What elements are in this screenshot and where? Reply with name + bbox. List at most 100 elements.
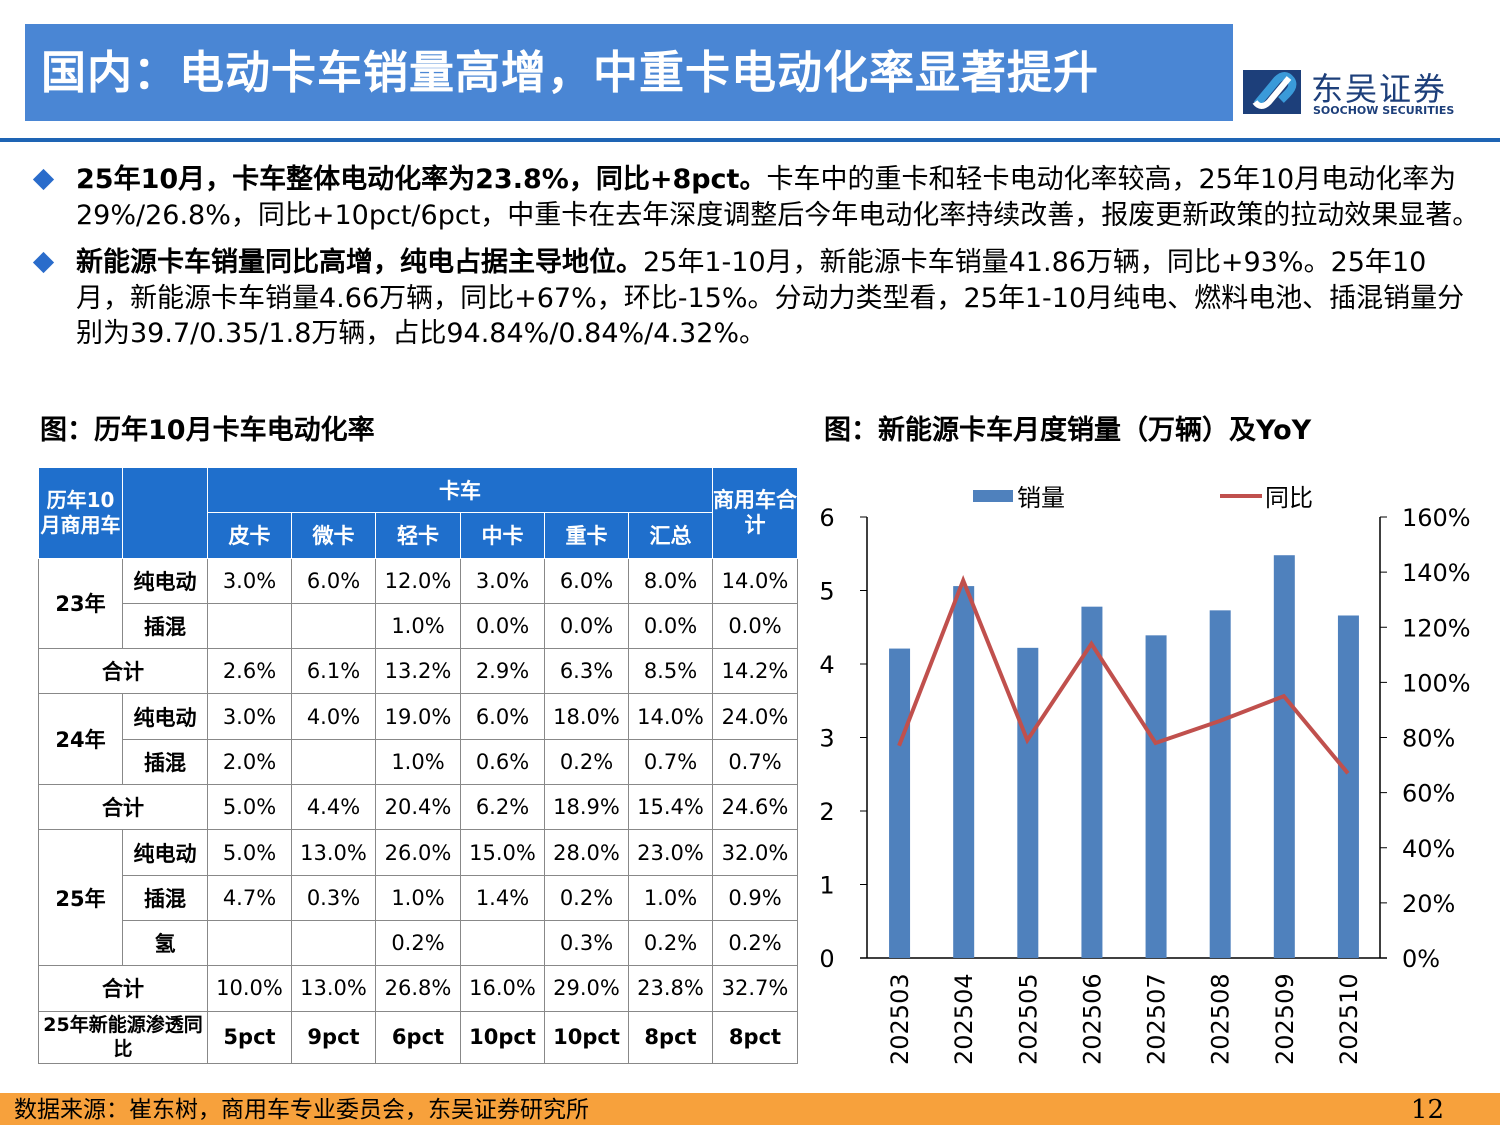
left-tick-label: 1 [819,872,834,900]
table-cell: 1.0% [376,603,461,648]
powertrain-label: 插混 [123,875,208,920]
bar [889,649,910,958]
legend-line-label: 同比 [1265,484,1313,512]
diamond-icon [33,169,54,190]
right-tick-label: 120% [1402,614,1471,642]
left-tick-label: 5 [819,578,834,606]
table-cell: 0.9% [713,875,798,920]
col-header: 中卡 [461,513,545,558]
table-cell: 4.0% [292,694,376,739]
table-cell [208,920,292,965]
table-cell: 15.4% [629,785,713,830]
table-cell: 6.3% [545,649,629,694]
x-tick-label: 202507 [1143,973,1171,1065]
powertrain-label: 纯电动 [123,558,208,603]
table-cell: 14.0% [713,558,798,603]
table-cell: 13.0% [292,830,376,875]
divider [0,138,1500,142]
table-cell: 19.0% [376,694,461,739]
table-cell: 2.0% [208,739,292,784]
table-cell: 5.0% [208,830,292,875]
source-note: 数据来源：崔东树，商用车专业委员会，东吴证券研究所 [14,1097,589,1123]
table-cell: 5pct [208,1011,292,1063]
table-cell [292,603,376,648]
bar [1274,555,1295,958]
table-cell: 12.0% [376,558,461,603]
table-cell: 0.3% [545,920,629,965]
page-number: 12 [1411,1093,1444,1127]
header-truck: 卡车 [208,468,713,513]
table-cell: 23.8% [629,966,713,1011]
col-header: 汇总 [629,513,713,558]
table-cell: 32.7% [713,966,798,1011]
row-total-label: 合计 [39,785,208,830]
table-cell: 6.2% [461,785,545,830]
table-cell: 18.9% [545,785,629,830]
table-cell: 13.0% [292,966,376,1011]
table-cell: 29.0% [545,966,629,1011]
table-cell [292,739,376,784]
row-total-label: 合计 [39,649,208,694]
header-blank [123,468,208,559]
table-cell: 8pct [713,1011,798,1063]
table-cell: 15.0% [461,830,545,875]
row-total-label: 合计 [39,966,208,1011]
table-cell: 5.0% [208,785,292,830]
table-cell: 3.0% [208,694,292,739]
bullet-item: 25年10月，卡车整体电动化率为23.8%，同比+8pct。卡车中的重卡和轻卡电… [30,162,1480,233]
page-title: 国内：电动卡车销量高增，中重卡电动化率显著提升 [25,24,1233,121]
x-tick-label: 202506 [1078,973,1106,1065]
x-tick-label: 202503 [886,973,914,1065]
right-tick-label: 140% [1402,559,1471,587]
table-cell: 3.0% [461,558,545,603]
table-cell: 14.2% [713,649,798,694]
table-cell: 26.0% [376,830,461,875]
table-cell: 0.2% [545,739,629,784]
table-cell [208,603,292,648]
table-caption: 图：历年10月卡车电动化率 [40,408,375,447]
bar [1017,648,1038,958]
x-tick-label: 202505 [1014,973,1042,1065]
col-header: 轻卡 [376,513,461,558]
table-cell: 8pct [629,1011,713,1063]
table-cell: 0.3% [292,875,376,920]
left-tick-label: 2 [819,798,834,826]
x-tick-label: 202504 [950,973,978,1065]
table-cell: 0.2% [545,875,629,920]
left-tick-label: 4 [819,651,834,679]
table-cell: 9pct [292,1011,376,1063]
powertrain-label: 插混 [123,739,208,784]
header-commercial-total: 商用车合计 [713,468,798,559]
table-cell: 6pct [376,1011,461,1063]
year-label: 23年 [39,558,123,649]
x-tick-label: 202508 [1207,973,1235,1065]
table-cell: 2.9% [461,649,545,694]
table-cell: 10.0% [208,966,292,1011]
col-header: 重卡 [545,513,629,558]
bar [1338,615,1359,958]
table-cell: 28.0% [545,830,629,875]
x-tick-label: 202510 [1335,973,1363,1065]
table-cell: 0.0% [461,603,545,648]
table-cell: 6.1% [292,649,376,694]
table-cell: 18.0% [545,694,629,739]
powertrain-label: 纯电动 [123,830,208,875]
table-cell: 24.0% [713,694,798,739]
table-cell: 26.8% [376,966,461,1011]
sales-chart: 01234560%20%40%60%80%100%120%140%160%202… [810,470,1500,1080]
bar [953,586,974,958]
table-cell: 8.5% [629,649,713,694]
table-cell: 16.0% [461,966,545,1011]
table-cell: 6.0% [461,694,545,739]
powertrain-label: 插混 [123,603,208,648]
bullet-item: 新能源卡车销量同比高增，纯电占据主导地位。25年1-10月，新能源卡车销量41.… [30,245,1480,352]
table-cell: 20.4% [376,785,461,830]
table-cell: 0.0% [629,603,713,648]
table-cell: 14.0% [629,694,713,739]
